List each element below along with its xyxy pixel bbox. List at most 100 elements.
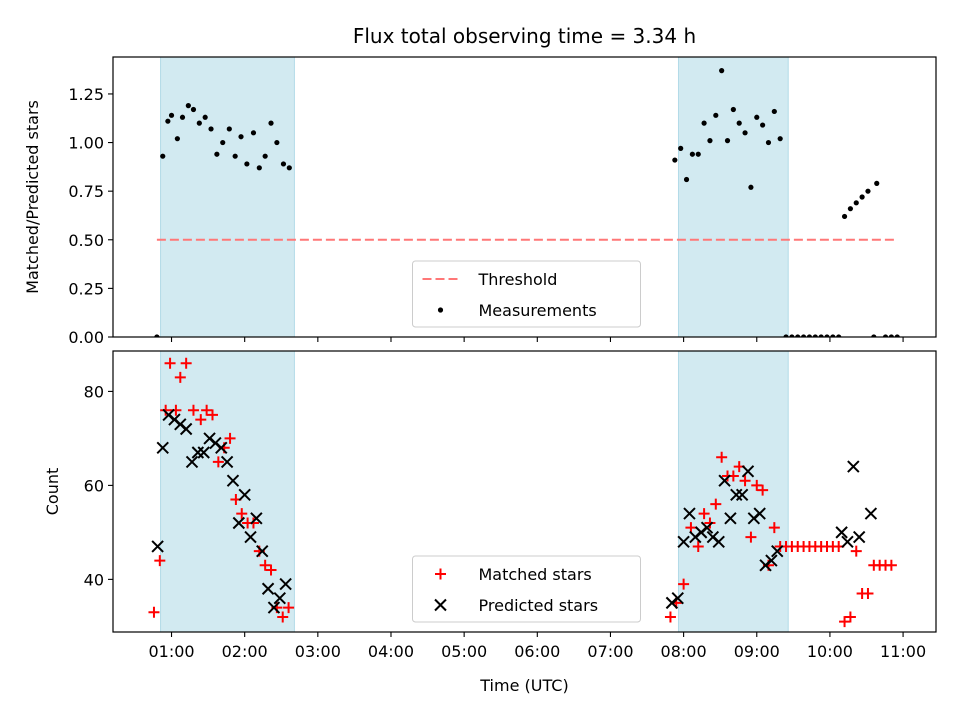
- data-point: [742, 130, 748, 136]
- data-point: [704, 517, 716, 529]
- data-point: [683, 176, 690, 183]
- data-point: [672, 157, 678, 163]
- data-point: [273, 591, 287, 605]
- data-point: [730, 488, 743, 501]
- data-point: [208, 126, 214, 132]
- legend-entry: Threshold: [478, 270, 558, 289]
- data-point: [783, 334, 789, 337]
- y-tick-label: 40: [84, 570, 104, 589]
- data-point: [735, 488, 749, 501]
- x-tick-label: 04:00: [368, 642, 414, 661]
- data-point: [765, 139, 772, 146]
- data-point: [179, 422, 193, 436]
- data-point: [250, 512, 263, 525]
- data-point: [695, 151, 701, 157]
- data-point: [777, 136, 783, 142]
- data-point: [716, 451, 728, 463]
- data-point: [824, 334, 830, 337]
- y-tick-label: 0.50: [68, 231, 104, 250]
- data-point: [174, 371, 186, 383]
- x-tick-label: 09:00: [734, 642, 780, 661]
- x-tick-label: 08:00: [661, 642, 707, 661]
- data-point: [839, 616, 851, 628]
- data-point: [232, 153, 238, 159]
- data-point: [795, 334, 801, 337]
- data-point: [741, 465, 755, 478]
- data-point: [836, 334, 842, 337]
- data-point: [224, 432, 236, 444]
- x-tick-label: 11:00: [880, 642, 926, 661]
- data-point: [753, 507, 766, 520]
- x-tick-label: 07:00: [587, 642, 633, 661]
- data-point: [712, 535, 725, 548]
- data-point: [713, 112, 719, 118]
- data-point: [164, 357, 176, 369]
- data-point: [700, 521, 714, 534]
- data-point: [852, 530, 866, 544]
- x-tick-label: 06:00: [514, 642, 560, 661]
- data-point: [212, 456, 224, 468]
- matched-stars-series: [148, 357, 897, 628]
- data-point: [283, 602, 295, 614]
- data-point: [238, 134, 244, 140]
- data-point: [268, 120, 274, 126]
- data-point: [789, 334, 795, 337]
- chart-title: Flux total observing time = 3.34 h: [353, 24, 696, 48]
- data-point: [698, 508, 710, 520]
- observing-window-2: [677, 56, 789, 338]
- data-point: [835, 526, 848, 539]
- legend-entry: Matched stars: [479, 565, 592, 584]
- data-point: [160, 404, 172, 416]
- data-point: [165, 118, 171, 124]
- data-point: [259, 559, 271, 571]
- measurements-series: [154, 68, 900, 337]
- x-tick-label: 01:00: [148, 642, 194, 661]
- data-point: [256, 544, 269, 558]
- data-point: [847, 206, 854, 212]
- ratio-y-axis-label: Matched/Predicted stars: [23, 100, 42, 294]
- data-point: [154, 555, 166, 567]
- data-point: [206, 409, 218, 421]
- data-point: [236, 508, 248, 520]
- data-point: [736, 120, 742, 126]
- x-axis-label: Time (UTC): [479, 676, 568, 695]
- ratio-legend: Threshold Measurements: [412, 260, 641, 328]
- data-point: [760, 122, 766, 128]
- data-point: [865, 188, 871, 194]
- data-point: [256, 165, 262, 171]
- data-point: [894, 334, 900, 337]
- legend-box: [412, 555, 641, 623]
- data-point: [719, 68, 725, 74]
- data-point: [745, 531, 757, 543]
- data-point: [671, 591, 684, 605]
- data-point: [180, 357, 192, 369]
- data-point: [279, 577, 292, 591]
- count-axes-frame: [112, 350, 937, 633]
- data-point: [197, 446, 210, 459]
- data-point: [818, 334, 824, 337]
- data-point: [748, 184, 754, 190]
- legend-entry: Measurements: [479, 301, 597, 320]
- ratio-panel: 0.00 0.25 0.50 0.75 1.00 1.25 Matched/Predicte…: [23, 56, 937, 347]
- data-point: [280, 161, 287, 167]
- y-tick-label: 0.00: [68, 328, 104, 347]
- x-tick-label: 05:00: [441, 642, 487, 661]
- data-point: [864, 507, 878, 520]
- count-legend: Matched stars Predicted stars: [412, 555, 641, 623]
- data-point: [885, 559, 897, 571]
- data-point: [185, 455, 199, 469]
- data-point: [882, 334, 889, 337]
- data-point: [174, 136, 180, 142]
- data-point: [847, 460, 860, 473]
- observing-window-1: [160, 350, 295, 633]
- data-point: [692, 540, 704, 552]
- data-point: [196, 120, 202, 126]
- data-point: [202, 114, 208, 120]
- data-point: [806, 334, 813, 337]
- data-point: [151, 540, 164, 553]
- data-point: [701, 120, 707, 126]
- legend-marker: [437, 307, 444, 313]
- data-point: [678, 578, 690, 590]
- data-point: [265, 564, 277, 576]
